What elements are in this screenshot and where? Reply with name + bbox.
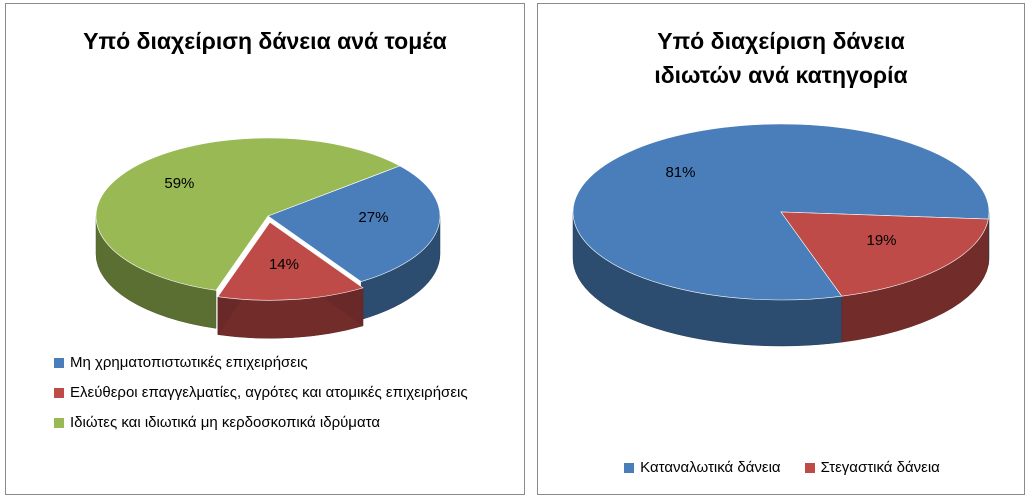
legend-item: Καταναλωτικά δάνεια: [624, 459, 781, 477]
pie-tops: [572, 123, 990, 301]
chart-title: Υπό διαχείριση δάνεια ανά τομέα: [83, 28, 447, 54]
pie-tops: [95, 137, 441, 301]
legend-label: Στεγαστικά δάνεια: [820, 459, 940, 476]
pie: 81% 19%: [572, 123, 990, 347]
data-label: 81%: [665, 164, 695, 181]
slice: [217, 221, 364, 301]
slice: [780, 211, 989, 297]
legend-swatch: [54, 388, 64, 398]
pie: 27% 14% 59%: [95, 137, 441, 339]
legend-item: Στεγαστικά δάνεια: [804, 459, 940, 477]
data-label: 27%: [358, 209, 388, 226]
legend: Καταναλωτικά δάνεια Στεγαστικά δάνεια: [538, 459, 1026, 477]
data-label: 59%: [164, 175, 194, 192]
chart-title: Υπό διαχείριση δάνεια ιδιωτών ανά κατηγο…: [654, 28, 908, 88]
legend-label: Καταναλωτικά δάνεια: [640, 459, 781, 476]
chart-panel: Υπό διαχείριση δάνεια ανά τομέα 27% 14% 59%…: [5, 3, 525, 495]
pie-labels: 81% 19%: [665, 164, 896, 249]
slice: [267, 165, 441, 282]
pie-labels: 27% 14% 59%: [164, 175, 388, 273]
legend-swatch: [54, 418, 64, 428]
legend-label: Ελεύθεροι επαγγελματίες, αγρότες και ατο…: [70, 384, 468, 401]
legend: Μη χρηματοπιστωτικές επιχειρήσεις Ελεύθερ…: [54, 354, 494, 432]
slice: [95, 137, 401, 291]
data-label: 19%: [866, 232, 896, 249]
chart-panel: Υπό διαχείριση δάνεια ιδιωτών ανά κατηγο…: [537, 3, 1025, 495]
legend-item: Ιδιώτες και ιδιωτικά μη κερδοσκοπικά ιδρ…: [54, 414, 494, 432]
legend-swatch: [624, 463, 635, 473]
legend-label: Μη χρηματοπιστωτικές επιχειρήσεις: [70, 354, 308, 371]
legend-item: Ελεύθεροι επαγγελματίες, αγρότες και ατο…: [54, 384, 494, 402]
legend-swatch: [804, 463, 815, 473]
legend-swatch: [54, 358, 64, 368]
legend-label: Ιδιώτες και ιδιωτικά μη κερδοσκοπικά ιδρ…: [70, 414, 380, 431]
legend-item: Μη χρηματοπιστωτικές επιχειρήσεις: [54, 354, 494, 372]
data-label: 14%: [269, 256, 299, 273]
